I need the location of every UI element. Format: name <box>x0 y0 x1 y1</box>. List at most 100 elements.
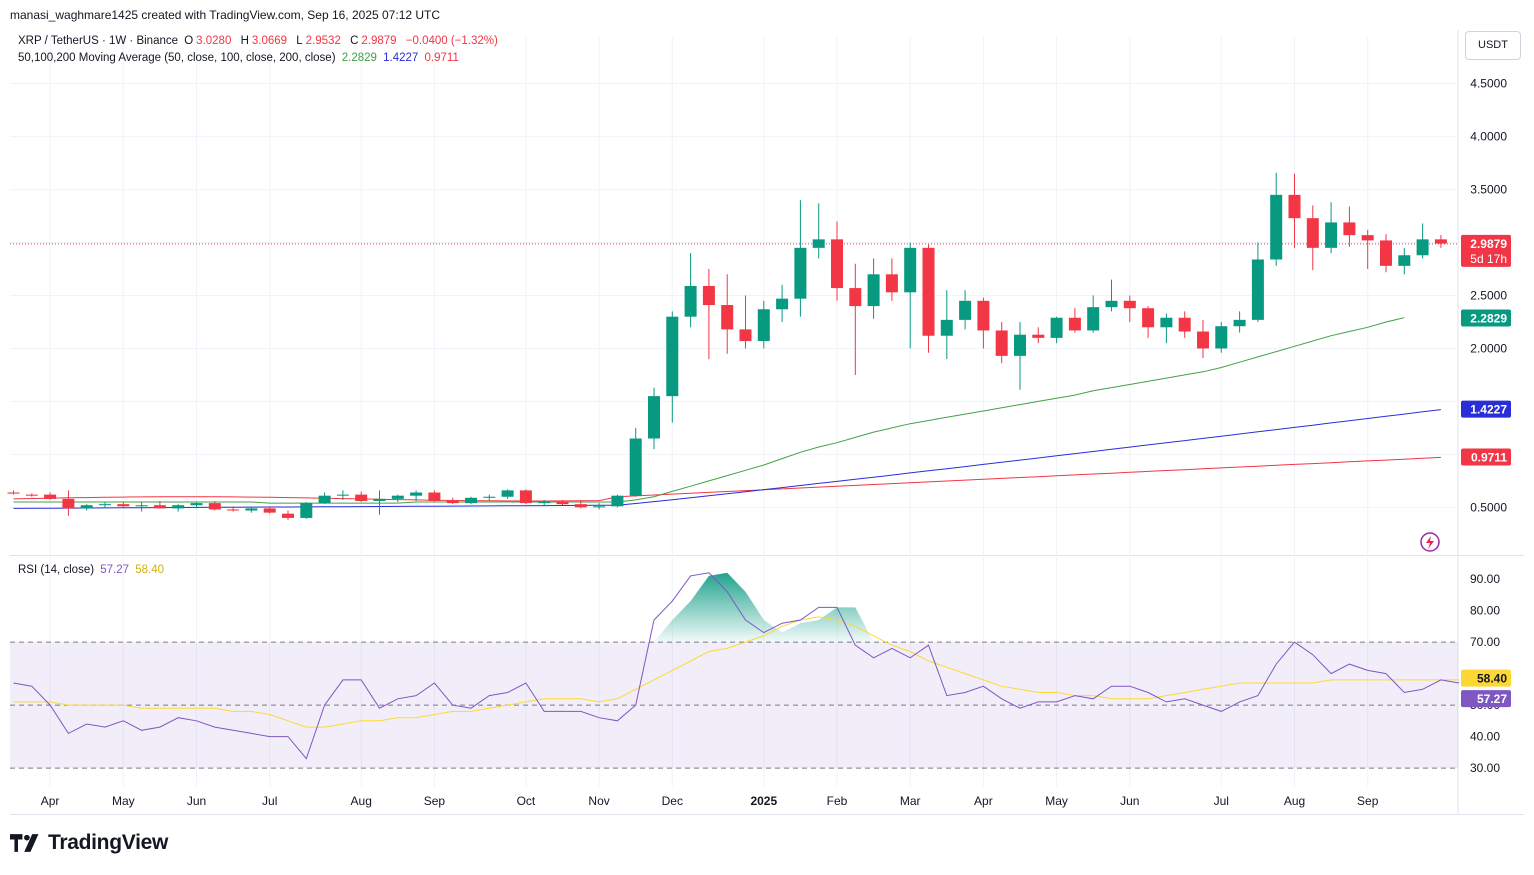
candle[interactable] <box>410 490 423 501</box>
candle[interactable] <box>263 507 276 514</box>
symbol-title[interactable]: XRP / TetherUS · 1W · Binance <box>18 35 179 47</box>
candle[interactable] <box>574 499 587 509</box>
candle[interactable] <box>282 510 294 521</box>
candle[interactable] <box>1306 205 1319 271</box>
candle[interactable] <box>1068 308 1081 333</box>
candle[interactable] <box>1087 295 1100 333</box>
candle[interactable] <box>629 427 642 497</box>
candle[interactable] <box>373 490 386 515</box>
candle[interactable] <box>831 221 843 301</box>
candle[interactable] <box>666 311 679 423</box>
candle[interactable] <box>62 490 75 516</box>
candle[interactable] <box>904 242 917 349</box>
candle[interactable] <box>739 295 752 349</box>
candle[interactable] <box>501 489 514 499</box>
candle[interactable] <box>80 504 93 511</box>
candle[interactable] <box>135 502 148 512</box>
candle[interactable] <box>1434 235 1447 248</box>
candle[interactable] <box>1215 321 1228 353</box>
candle[interactable] <box>721 274 734 354</box>
candle-body <box>684 285 697 317</box>
x-tick-label: Jun <box>1120 794 1139 808</box>
candle[interactable] <box>940 290 953 360</box>
candle[interactable] <box>538 499 551 507</box>
tradingview-logo[interactable]: TradingView <box>10 831 168 855</box>
candle-body <box>1014 334 1026 356</box>
candle[interactable] <box>922 244 935 353</box>
ma200-tag-bg <box>1461 448 1511 466</box>
candle[interactable] <box>702 269 715 360</box>
candle[interactable] <box>1014 321 1026 390</box>
candle[interactable] <box>867 258 880 319</box>
candle[interactable] <box>1416 223 1429 259</box>
candle[interactable] <box>1361 229 1374 270</box>
candle[interactable] <box>1105 279 1118 312</box>
candle-body <box>794 247 807 299</box>
candle[interactable] <box>391 494 404 503</box>
candle[interactable] <box>1251 242 1264 322</box>
x-tick-label: Jul <box>262 794 277 808</box>
candle[interactable] <box>245 507 258 513</box>
candle[interactable] <box>593 503 606 510</box>
candle[interactable] <box>885 258 898 301</box>
lightning-icon-bolt <box>1426 536 1434 549</box>
candle-body <box>446 500 459 504</box>
candle[interactable] <box>117 502 130 509</box>
candle[interactable] <box>1142 306 1155 338</box>
candle[interactable] <box>1270 172 1283 266</box>
candle[interactable] <box>1160 313 1173 344</box>
lightning-icon[interactable] <box>1420 532 1440 552</box>
candle[interactable] <box>153 500 166 509</box>
low-value: 2.9532 <box>305 35 341 47</box>
candle[interactable] <box>25 493 38 497</box>
candle[interactable] <box>995 321 1008 364</box>
candle[interactable] <box>812 203 825 259</box>
candle[interactable] <box>300 502 313 519</box>
candle[interactable] <box>465 496 477 505</box>
candle[interactable] <box>1123 295 1136 322</box>
candle[interactable] <box>959 290 972 330</box>
candle[interactable] <box>7 490 20 495</box>
candle[interactable] <box>428 490 441 503</box>
candle[interactable] <box>318 492 331 505</box>
candle[interactable] <box>776 284 789 322</box>
candle[interactable] <box>611 494 624 508</box>
candle[interactable] <box>172 504 185 512</box>
candle[interactable] <box>1398 247 1411 275</box>
candle[interactable] <box>190 502 203 509</box>
candle[interactable] <box>684 253 697 328</box>
candle[interactable] <box>1050 316 1063 344</box>
candle[interactable] <box>849 263 862 375</box>
ma-title[interactable]: 50,100,200 Moving Average (50, close, 10… <box>18 52 336 64</box>
rsi-title[interactable]: RSI (14, close) <box>18 564 95 576</box>
candle-body <box>25 494 38 496</box>
candle[interactable] <box>483 494 496 501</box>
candle[interactable] <box>1380 234 1392 273</box>
candle[interactable] <box>648 387 660 450</box>
candle-body <box>428 492 441 501</box>
currency-button[interactable]: USDT <box>1465 31 1521 60</box>
candle[interactable] <box>757 300 770 349</box>
candle[interactable] <box>1178 311 1191 338</box>
candle[interactable] <box>1197 319 1209 358</box>
candle[interactable] <box>446 497 459 505</box>
candle[interactable] <box>1288 173 1301 248</box>
candle-body <box>172 505 185 509</box>
candle[interactable] <box>99 502 111 509</box>
candle[interactable] <box>44 492 57 500</box>
candle[interactable] <box>336 490 349 500</box>
candle[interactable] <box>519 489 532 505</box>
candle[interactable] <box>227 506 240 512</box>
candle[interactable] <box>794 200 807 317</box>
y-tick-label: 4.0000 <box>1470 130 1507 144</box>
candle[interactable] <box>1343 206 1356 247</box>
candle[interactable] <box>556 499 569 506</box>
candle[interactable] <box>1325 202 1338 254</box>
candle[interactable] <box>1032 327 1045 344</box>
ma-legend: 50,100,200 Moving Average (50, close, 10… <box>18 52 462 64</box>
candle[interactable] <box>355 491 368 503</box>
candle[interactable] <box>977 297 990 349</box>
candle[interactable] <box>208 500 221 511</box>
candle[interactable] <box>1233 311 1246 333</box>
